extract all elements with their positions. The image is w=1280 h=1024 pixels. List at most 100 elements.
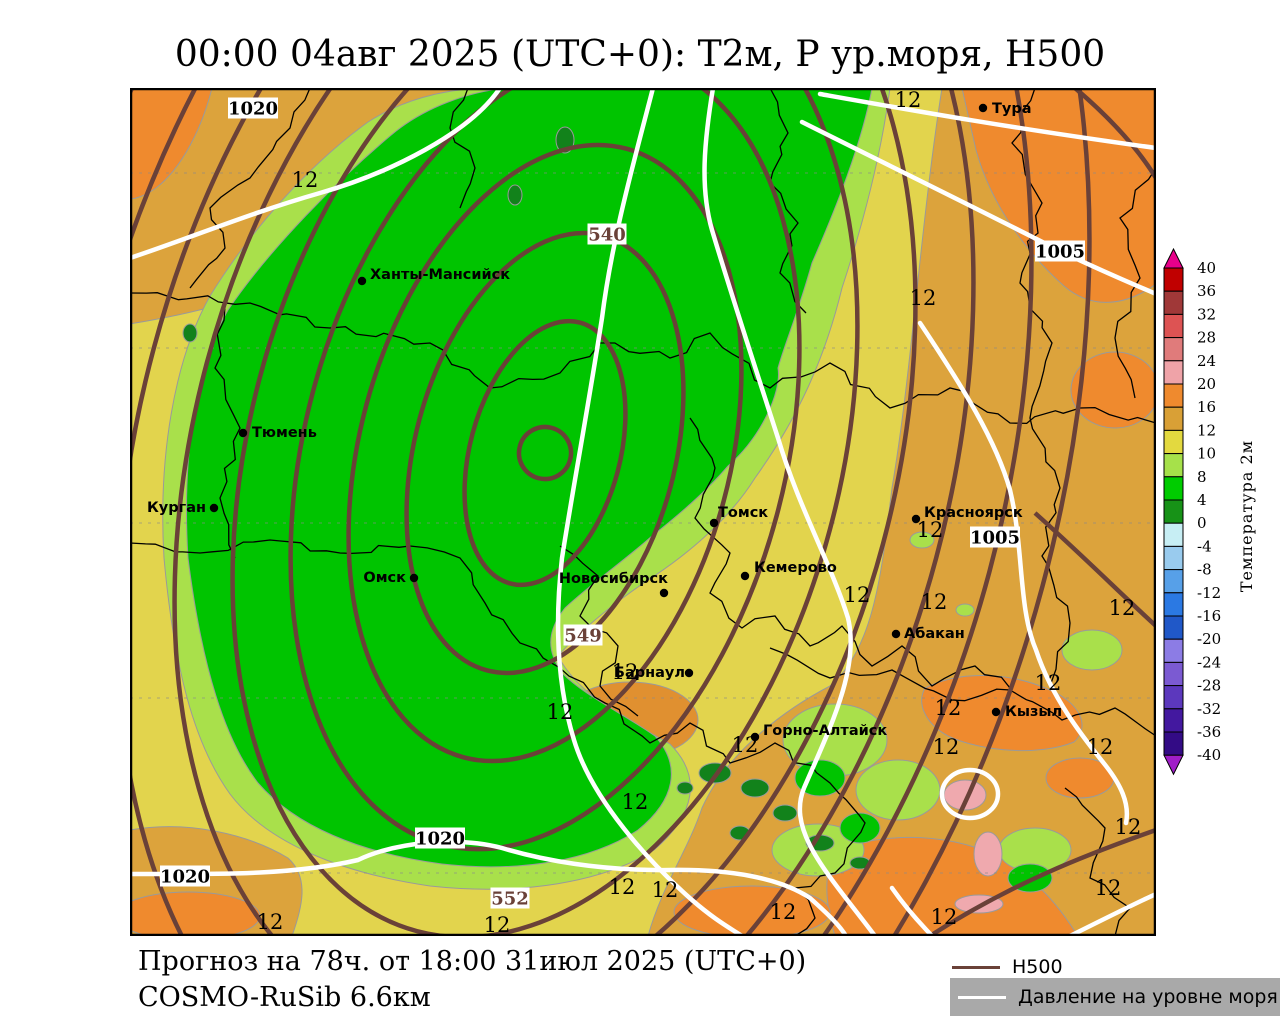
temperature-contour-label: 12 [484, 913, 511, 936]
city-label: Абакан [904, 626, 965, 642]
admin-borders [129, 87, 1157, 937]
colorbar-tick-label: -40 [1197, 746, 1221, 764]
temperature-contour-label: 12 [612, 660, 639, 684]
weather-map: 1020 1005 1005 1020 1020 540 549 552 12 12 12 12 12… [0, 0, 1160, 1024]
admin-border-line [129, 292, 1157, 425]
admin-border-line [769, 87, 807, 314]
city-markers: Тура Ханты-Мансийск Тюмень Курган Омск Томск Н… [147, 101, 1062, 742]
h500-contour-label: 549 [564, 626, 602, 647]
admin-border-line [689, 417, 1011, 689]
colorbar-segment [1163, 267, 1184, 292]
temperature-contour-label: 12 [1087, 735, 1114, 759]
colorbar-segment [1163, 545, 1184, 571]
colorbar-segment [1163, 360, 1184, 385]
temperature-contour-label: 12 [917, 518, 944, 542]
model-info: COSMO-RuSib 6.6км [138, 982, 431, 1013]
colorbar-tick-label: -32 [1197, 700, 1221, 718]
contour-label-box [228, 97, 278, 119]
temperature-contour-label: 12 [933, 735, 960, 759]
colorbar-segment [1163, 383, 1184, 408]
admin-border-line [1011, 87, 1071, 687]
colorbar-tick-label: -36 [1197, 723, 1221, 741]
city-dot [991, 707, 1001, 717]
colorbar-tick-label: -12 [1197, 584, 1221, 602]
temperature-contour-label: 12 [292, 168, 319, 192]
colorbar-tick-label: 36 [1197, 282, 1216, 300]
admin-border-line [1114, 167, 1157, 399]
city-dot [709, 518, 719, 528]
colorbar-segment [1163, 522, 1184, 547]
colorbar-segment [1163, 685, 1184, 710]
temperature-contour-label: 12 [622, 790, 649, 814]
city-dot [750, 732, 760, 742]
colorbar-tick-label: 28 [1197, 329, 1216, 347]
colorbar-segment [1163, 406, 1184, 431]
city-dot [740, 571, 750, 581]
contour-label-box [563, 624, 603, 646]
colorbar-segment [1163, 290, 1184, 315]
city-dot [978, 103, 988, 113]
legend-pressure: Давление на уровне моря [950, 978, 1280, 1016]
colorbar-canvas: 403632282420161210840-4-8-12-16-20-24-28… [1163, 247, 1256, 776]
colorbar-tick-label: 20 [1197, 375, 1216, 393]
temperature-contour-label: 12 [895, 88, 922, 112]
colorbar-segment [1163, 499, 1184, 524]
colorbar-tick-label: 8 [1197, 468, 1207, 486]
city-dot [238, 428, 248, 438]
colorbar-tick-label: 16 [1197, 398, 1216, 416]
contour-labels: 1020 1005 1005 1020 1020 540 549 552 [160, 97, 1085, 910]
city-dot [911, 514, 921, 524]
temperature-contour-label: 12 [652, 878, 679, 902]
colorbar-segment [1163, 476, 1184, 501]
admin-border-line [129, 539, 866, 937]
colorbar-segment [1163, 708, 1184, 733]
contour-label-box [1035, 240, 1085, 262]
pressure-legend-label: Давление на уровне моря [1018, 986, 1278, 1008]
pressure-contours [127, 85, 1159, 939]
temperature-contour-label: 12 [844, 583, 871, 607]
colorbar-segment [1163, 638, 1184, 663]
colorbar-tick-label: 12 [1197, 421, 1216, 439]
colorbar-segment [1163, 337, 1184, 362]
pressure-contour-label: 1005 [1035, 242, 1085, 263]
colorbar-segment [1163, 453, 1184, 478]
colorbar-tick-label: 0 [1197, 514, 1207, 532]
colorbar-segment [1163, 592, 1184, 617]
temperature-contour-label: 12 [1109, 596, 1136, 620]
colorbar-segment [1163, 615, 1184, 640]
city-label: Томск [718, 505, 768, 521]
admin-border-line [189, 87, 311, 289]
legend-h500: H500 [952, 956, 1280, 978]
temperature-contour-label: 12 [1095, 876, 1122, 900]
h500-legend-label: H500 [1012, 956, 1063, 978]
pressure-line-swatch [958, 995, 1006, 999]
colorbar-tick-label: 10 [1197, 445, 1216, 463]
colorbar-tick-label: -24 [1197, 653, 1221, 671]
city-label: Новосибирск [559, 571, 668, 587]
temperature-colorbar: 40 36 32 28 24 20 16 12 10 8 4 0 -4 -8 -12 -16 -20 -24 -28… [1158, 246, 1280, 806]
colorbar-tick-label: -16 [1197, 607, 1221, 625]
colorbar-tick-label: -8 [1197, 561, 1212, 579]
pressure-contour-label: 1020 [228, 99, 278, 120]
colorbar-title: Температура 2м [1237, 440, 1256, 592]
colorbar-arrow-top [1163, 247, 1184, 269]
temperature-contour-label: 12 [1115, 815, 1142, 839]
city-label: Кемерово [754, 560, 837, 576]
contour-label-box [160, 865, 210, 887]
colorbar-tick-label: -20 [1197, 630, 1221, 648]
city-label: Омск [363, 570, 406, 586]
temperature-contour-label: 12 [910, 286, 937, 310]
colorbar-tick-label: -28 [1197, 677, 1221, 695]
city-label: Ханты-Мансийск [370, 267, 510, 283]
pressure-contour-label: 1020 [415, 829, 465, 850]
city-dot [891, 629, 901, 639]
temperature-contour-label: 12 [935, 696, 962, 720]
h500-contour-label: 540 [588, 225, 626, 246]
city-label: Курган [147, 500, 206, 516]
temperature-contour-label: 12 [257, 910, 284, 934]
temperature-field [115, 87, 1160, 941]
city-label: Тура [992, 101, 1032, 117]
temperature-contour-label: 12 [770, 900, 797, 924]
forecast-info: Прогноз на 78ч. от 18:00 31июл 2025 (UTC… [138, 946, 807, 977]
